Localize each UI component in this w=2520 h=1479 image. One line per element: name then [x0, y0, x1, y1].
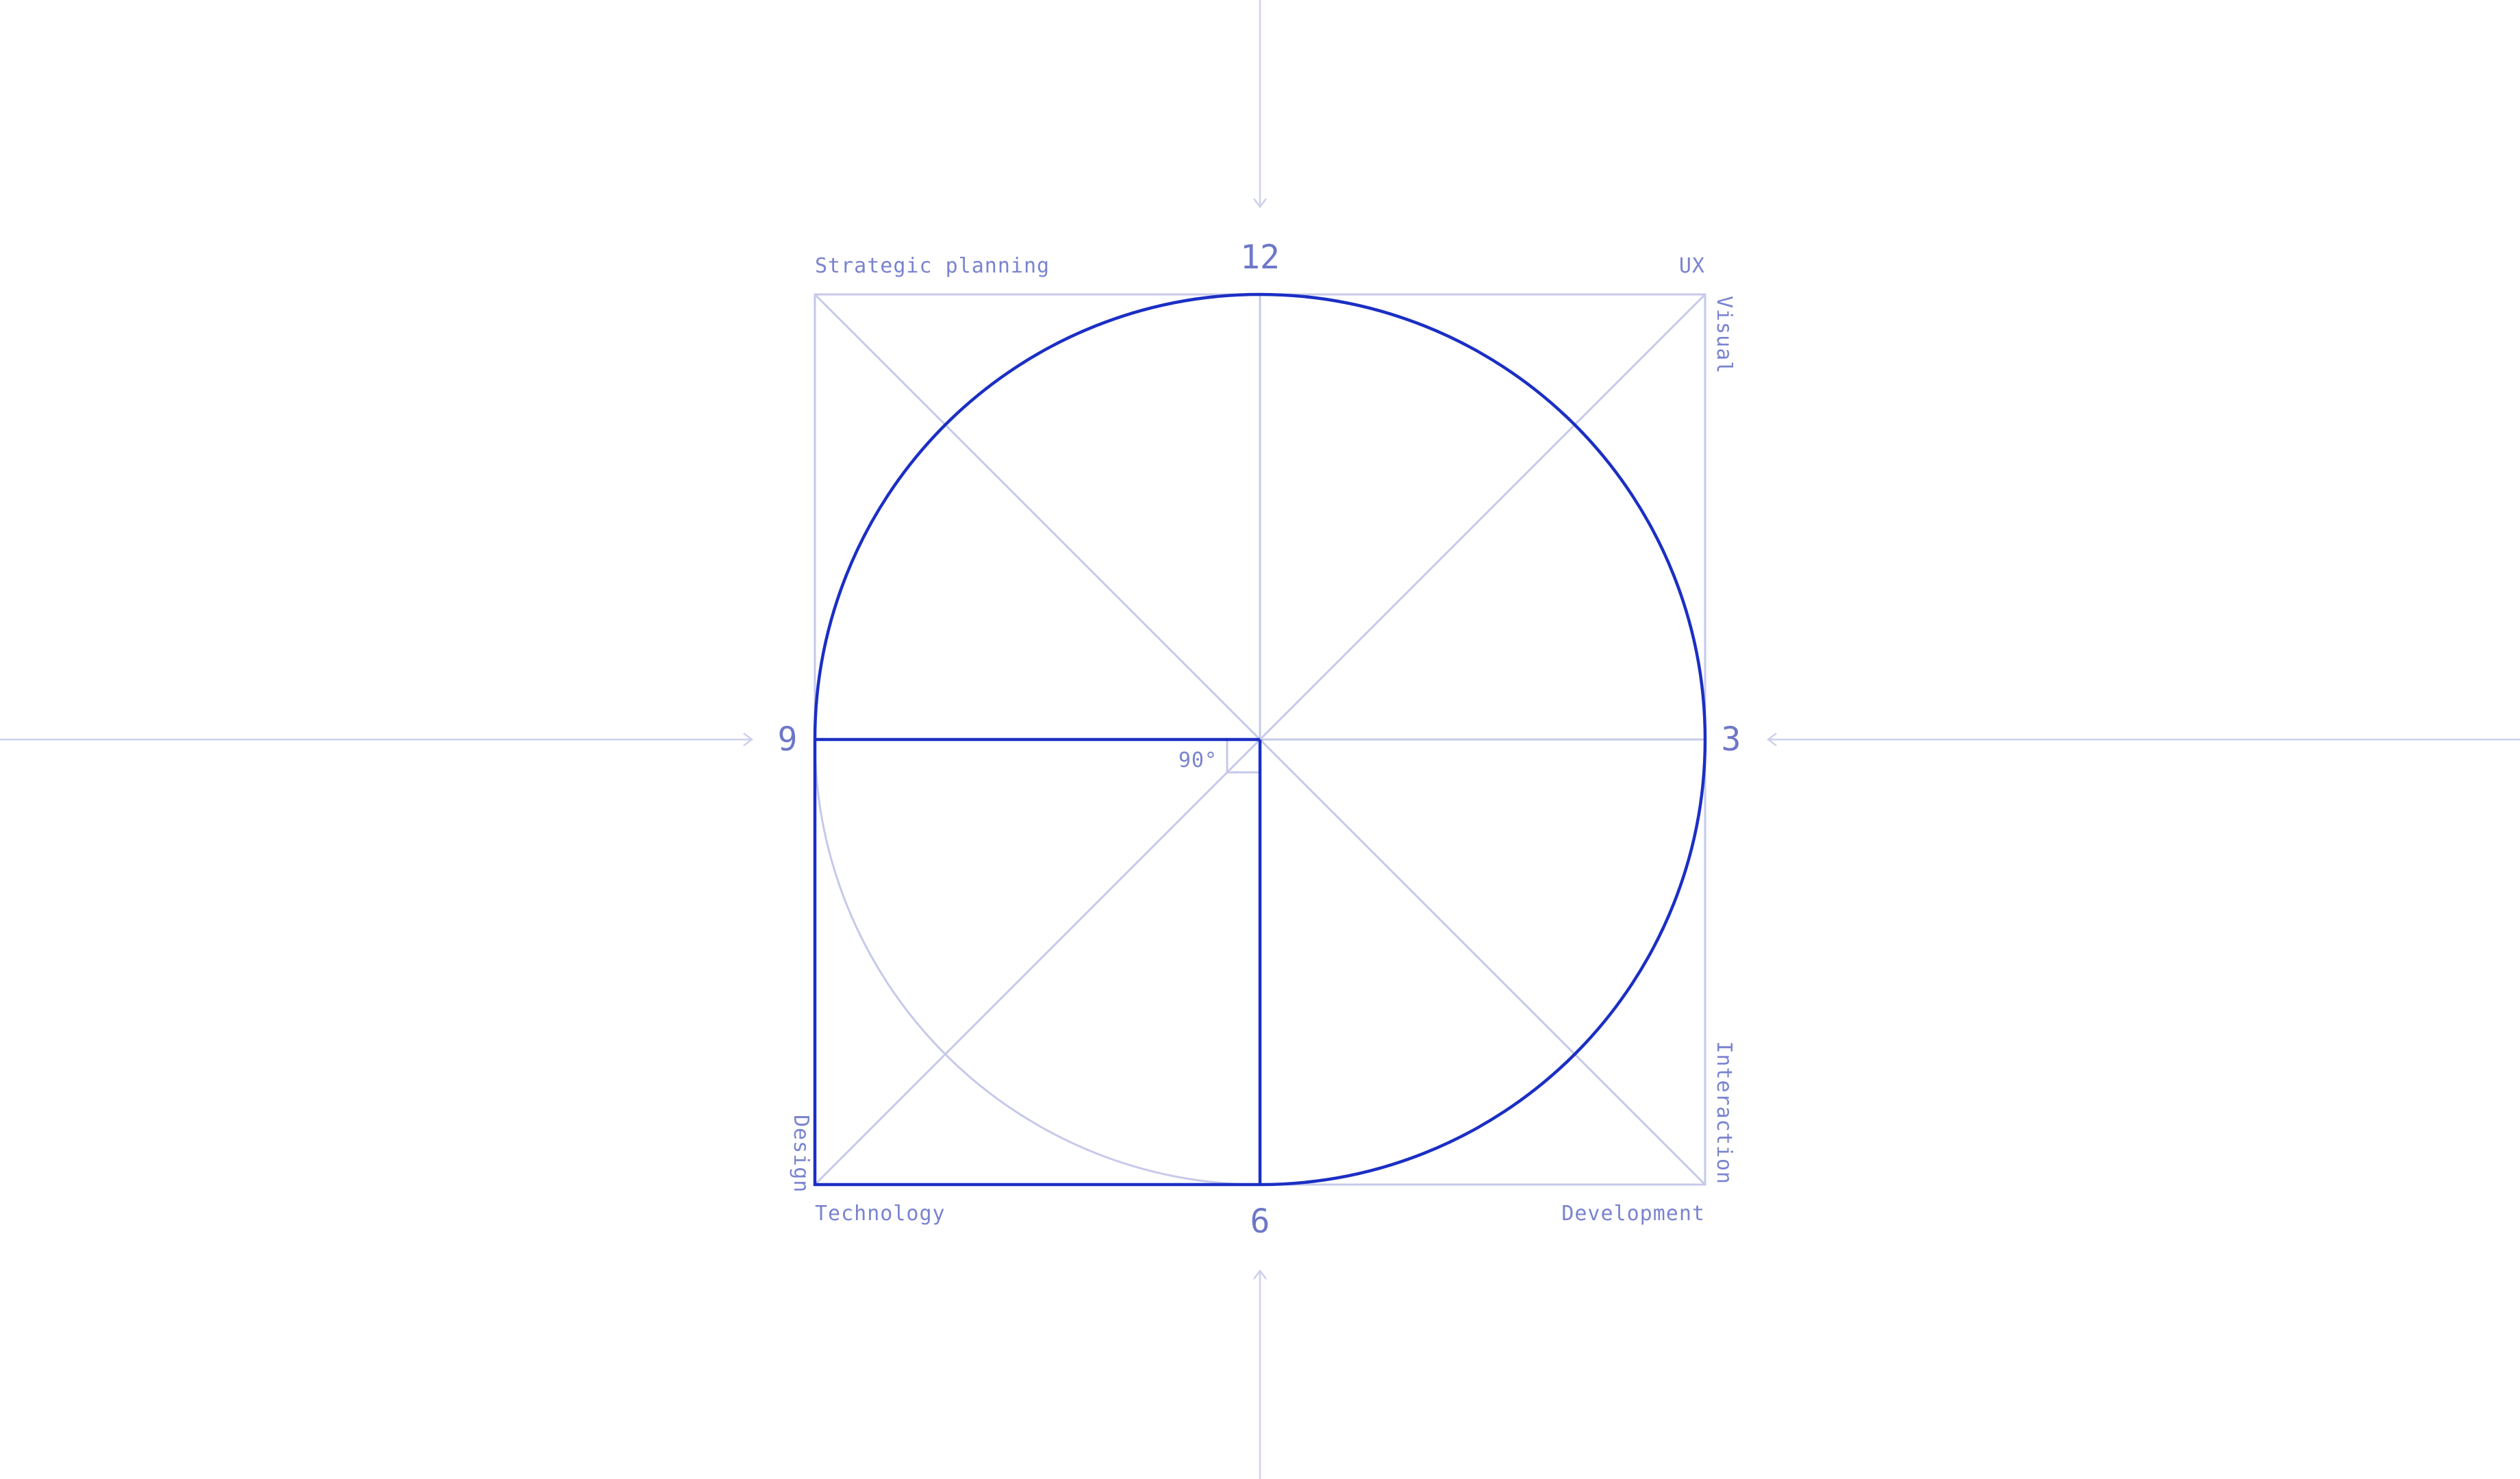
top-arrow-icon [1253, 198, 1267, 209]
angle-label: 90° [1179, 748, 1218, 772]
clock-number-12: 12 [1240, 238, 1280, 277]
label-design: Design [789, 1115, 813, 1193]
right-arrow-icon [1766, 733, 1777, 746]
label-strategic-planning: Strategic planning [815, 254, 1050, 278]
label-interaction: Interaction [1712, 1041, 1736, 1185]
label-visual: Visual [1712, 296, 1736, 374]
clock-number-9: 9 [778, 720, 798, 759]
three-quarter-circle-shape [813, 292, 1707, 1187]
lower-left-arc [814, 739, 1261, 1186]
label-development: Development [1561, 1202, 1705, 1226]
left-arrow-icon [743, 733, 754, 746]
label-technology: Technology [815, 1202, 946, 1226]
clock-number-3: 3 [1722, 720, 1741, 759]
label-ux: UX [1679, 254, 1705, 278]
bottom-arrow-icon [1253, 1269, 1267, 1280]
clock-number-6: 6 [1250, 1202, 1270, 1241]
